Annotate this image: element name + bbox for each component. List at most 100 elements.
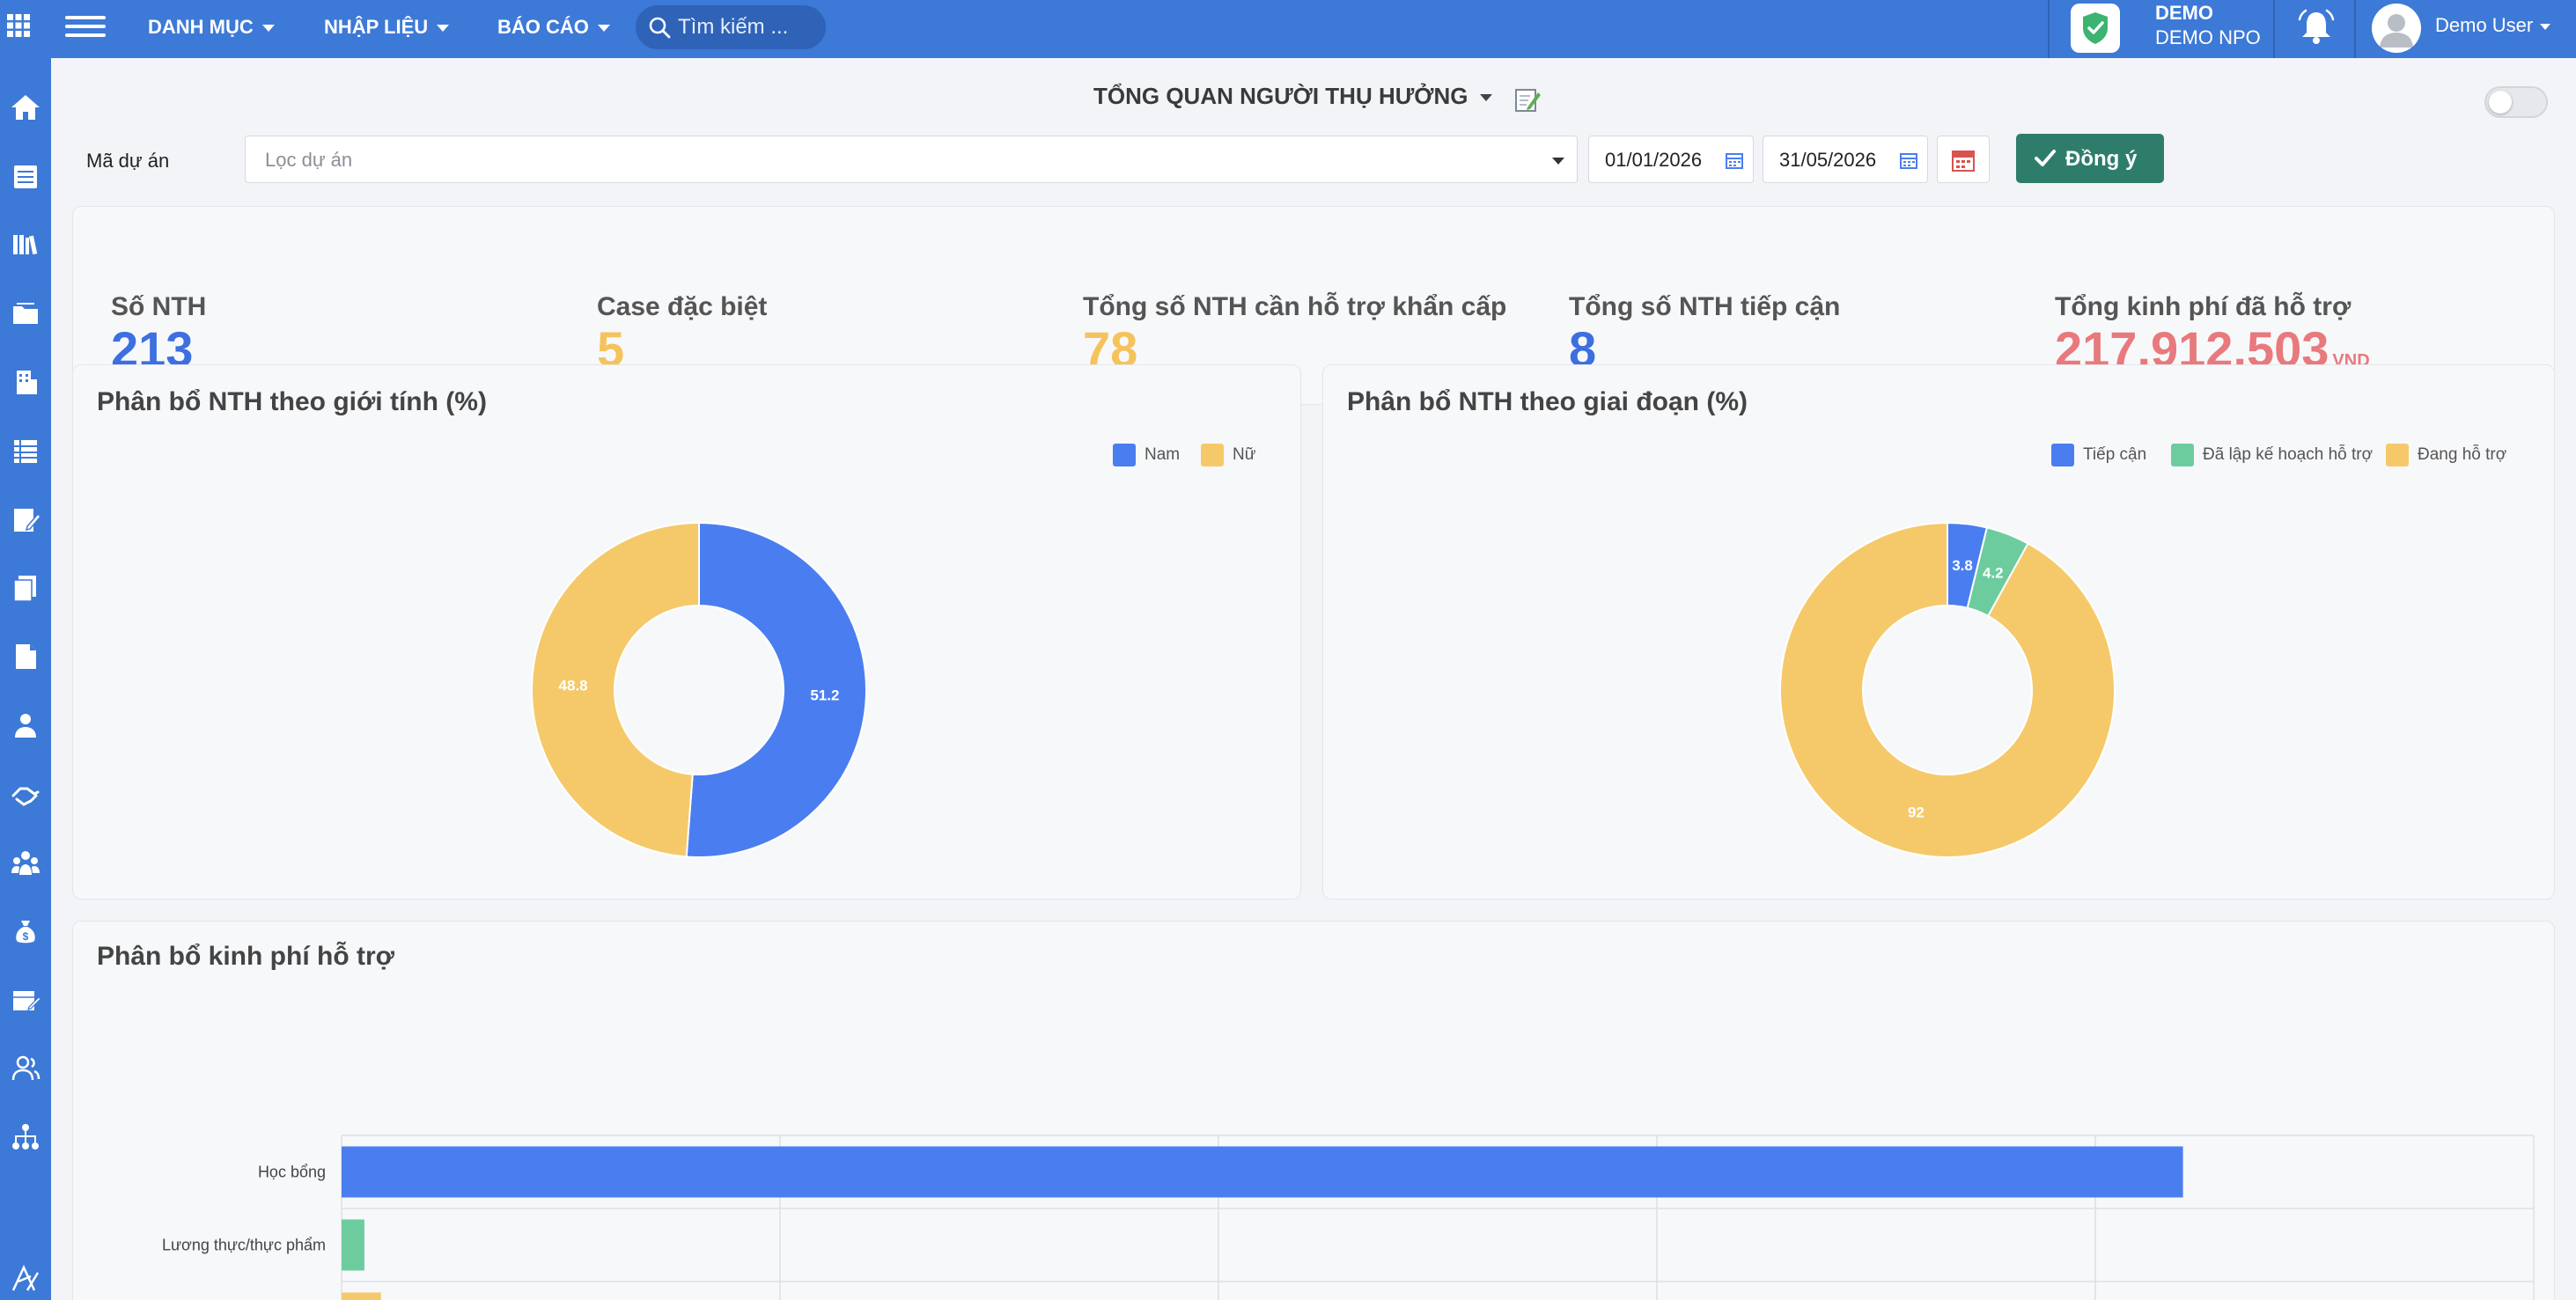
legend-item-dang-ho-tro[interactable]: Đang hỗ trợ	[2386, 444, 2506, 466]
apply-filter-button[interactable]: Đồng ý	[2016, 134, 2164, 183]
org-name: DEMO	[2155, 2, 2213, 24]
form-edit-icon[interactable]	[8, 502, 43, 537]
building-icon[interactable]	[8, 364, 43, 400]
notification-bell-icon[interactable]	[2296, 7, 2337, 48]
legend-label: Tiếp cận	[2083, 445, 2147, 465]
view-toggle-switch[interactable]	[2484, 86, 2548, 118]
gender-donut-chart: 51.2 48.8	[531, 521, 867, 858]
legend-label: Nữ	[1233, 445, 1256, 465]
stage-chart-title: Phân bổ NTH theo giai đoạn (%)	[1347, 387, 1748, 416]
app-logo-icon	[8, 1260, 43, 1296]
home-icon[interactable]	[8, 90, 43, 125]
money-bag-icon[interactable]: $	[8, 914, 43, 949]
nav-danh-muc[interactable]: DANH MỤC	[148, 16, 275, 39]
svg-text:$: $	[23, 930, 29, 943]
library-icon[interactable]	[8, 227, 43, 262]
category-tick-label: Lương thực/thực phẩm	[162, 1237, 326, 1254]
legend-label: Nam	[1144, 445, 1181, 465]
topbar-divider	[2273, 0, 2275, 58]
donut-slice-label: 48.8	[559, 678, 588, 694]
chevron-down-icon	[437, 25, 450, 33]
stat-label-nth-khan-cap: Tổng số NTH cần hỗ trợ khẩn cấp	[1083, 292, 1507, 321]
bar[interactable]	[342, 1146, 2183, 1198]
calendar-icon[interactable]	[1899, 151, 1918, 170]
legend-item-nam[interactable]: Nam	[1113, 444, 1180, 466]
nav-nhap-lieu-label: NHẬP LIỆU	[324, 16, 429, 38]
nav-nhap-lieu[interactable]: NHẬP LIỆU	[324, 16, 450, 39]
calendar-icon	[1952, 151, 1975, 172]
verified-shield-icon	[2071, 4, 2120, 53]
project-filter-select[interactable]: Lọc dự án	[245, 136, 1578, 183]
user-name: Demo User	[2435, 14, 2534, 36]
gender-chart-title: Phân bổ NTH theo giới tính (%)	[97, 387, 487, 416]
legend-item-tiep-can[interactable]: Tiếp cận	[2051, 444, 2146, 466]
file-icon[interactable]	[8, 639, 43, 674]
hamburger-menu-icon[interactable]	[65, 11, 106, 42]
date-to-input[interactable]: 31/05/2026	[1763, 136, 1928, 183]
nav-bao-cao-label: BÁO CÁO	[497, 16, 589, 38]
org-chart-icon[interactable]	[8, 1120, 43, 1155]
legend-swatch	[2386, 444, 2409, 466]
stat-label-nth-tiep-can: Tổng số NTH tiếp cận	[1569, 292, 1841, 321]
legend-label: Đã lập kế hoạch hỗ trợ	[2203, 445, 2374, 465]
users-icon[interactable]	[8, 1051, 43, 1086]
list-icon[interactable]	[8, 158, 43, 194]
donut-slice-label: 51.2	[810, 687, 839, 703]
page-title: TỔNG QUAN NGƯỜI THỤ HƯỞNG	[1093, 83, 1468, 109]
chevron-down-icon	[2540, 23, 2551, 30]
project-filter-placeholder: Lọc dự án	[265, 149, 353, 171]
sidebar: $	[0, 58, 51, 1300]
stat-label-so-nth: Số NTH	[111, 292, 207, 321]
toggle-knob	[2489, 91, 2512, 114]
donut-slice[interactable]	[531, 521, 700, 858]
donut-slice-label: 3.8	[1952, 557, 1973, 574]
stat-label-tong-kinh-phi: Tổng kinh phí đã hỗ trợ	[2055, 292, 2352, 321]
apply-filter-label: Đồng ý	[2065, 147, 2138, 171]
legend-swatch	[1113, 444, 1136, 466]
legend-item-nu[interactable]: Nữ	[1201, 444, 1255, 466]
stage-donut-chart: 3.8 4.2 92	[1779, 521, 2116, 858]
nav-bao-cao[interactable]: BÁO CÁO	[497, 16, 610, 39]
chevron-down-icon	[261, 25, 275, 33]
bar[interactable]	[342, 1219, 364, 1271]
calendar-edit-icon[interactable]	[8, 982, 43, 1017]
stat-label-case-dac-biet: Case đặc biệt	[597, 292, 768, 321]
search-box	[636, 5, 826, 49]
legend-swatch	[1201, 444, 1224, 466]
donut-slice[interactable]	[1779, 521, 2116, 858]
date-range-picker-button[interactable]	[1937, 136, 1990, 183]
table-icon[interactable]	[8, 433, 43, 468]
top-navbar: DANH MỤC NHẬP LIỆU BÁO CÁO DEMO DEMO NPO…	[0, 0, 2576, 58]
user-menu[interactable]: Demo User	[2435, 14, 2551, 37]
edit-note-icon[interactable]	[1512, 84, 1542, 114]
user-avatar[interactable]	[2372, 4, 2421, 53]
chevron-down-icon	[597, 25, 610, 33]
check-icon	[2035, 150, 2056, 166]
search-icon	[649, 17, 671, 39]
date-from-value: 01/01/2026	[1605, 149, 1703, 171]
search-input[interactable]	[678, 11, 819, 44]
category-tick-label: Học bổng	[258, 1164, 326, 1181]
topbar-divider	[2048, 0, 2050, 58]
donut-slice-label: 4.2	[1983, 565, 2004, 582]
group-icon[interactable]	[8, 845, 43, 880]
date-to-value: 31/05/2026	[1779, 149, 1877, 171]
main-content: TỔNG QUAN NGƯỜI THỤ HƯỞNG Mã dự án Lọc d…	[51, 58, 2576, 1300]
calendar-icon[interactable]	[1725, 151, 1744, 170]
nav-danh-muc-label: DANH MỤC	[148, 16, 254, 38]
legend-label: Đang hỗ trợ	[2418, 445, 2507, 465]
bar[interactable]	[342, 1292, 381, 1300]
folder-icon[interactable]	[8, 296, 43, 331]
donut-slice-label: 92	[1908, 804, 1925, 821]
person-icon[interactable]	[8, 708, 43, 743]
topbar-divider	[2354, 0, 2356, 58]
handshake-icon[interactable]	[8, 776, 43, 812]
chevron-down-icon	[1480, 94, 1493, 102]
report-selector[interactable]: TỔNG QUAN NGƯỜI THỤ HƯỞNG	[1093, 83, 1493, 110]
donut-slice[interactable]	[685, 521, 867, 858]
apps-grid-icon[interactable]	[5, 12, 32, 39]
legend-item-da-lap-ke-hoach[interactable]: Đã lập kế hoạch hỗ trợ	[2171, 444, 2373, 466]
date-from-input[interactable]: 01/01/2026	[1588, 136, 1754, 183]
documents-icon[interactable]	[8, 570, 43, 606]
